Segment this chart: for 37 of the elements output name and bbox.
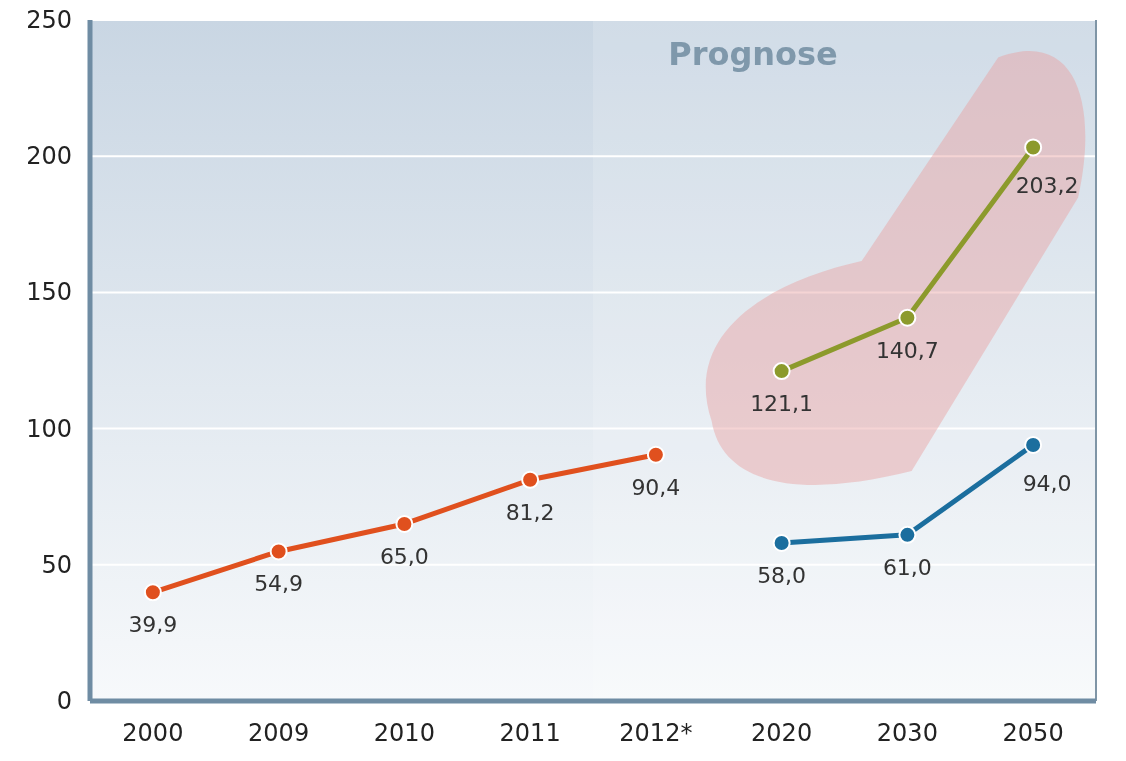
point	[772, 362, 791, 381]
y-tick-label: 100	[26, 414, 72, 443]
x-tick-label: 2010	[373, 719, 435, 747]
point	[143, 583, 162, 602]
x-tick-label: 2000	[122, 719, 184, 747]
y-tick-label: 200	[26, 142, 72, 171]
text: 65,0	[379, 543, 429, 569]
text: 140,7	[875, 337, 939, 363]
point	[1024, 138, 1043, 157]
text: 81,2	[505, 499, 555, 525]
x-tick-label: 2009	[248, 719, 310, 747]
text: 54,9	[254, 571, 304, 597]
point	[772, 534, 791, 553]
y-tick-label: 150	[26, 278, 72, 307]
point	[395, 514, 414, 533]
x-tick-label: 2030	[876, 719, 938, 747]
y-tick-label: 0	[56, 687, 72, 715]
text: 58,0	[757, 563, 807, 589]
point	[1024, 435, 1043, 454]
y-tick-label: 50	[41, 550, 72, 579]
text: 94,0	[1022, 470, 1072, 496]
text: 61,0	[882, 554, 932, 580]
text: 121,1	[750, 391, 814, 417]
x-tick-label: 2050	[1002, 719, 1064, 747]
point	[898, 308, 917, 327]
text: 90,4	[631, 474, 681, 500]
y-tick-label: 250	[26, 6, 72, 34]
point	[898, 525, 917, 544]
point	[646, 445, 665, 464]
x-tick-label: 2011	[499, 719, 561, 747]
band-label: Prognose	[668, 35, 838, 73]
point	[521, 470, 540, 489]
text: 203,2	[1015, 173, 1079, 199]
x-tick-label: 2020	[751, 719, 813, 747]
text: 39,9	[128, 612, 178, 638]
x-tick-label: 2012*	[619, 719, 693, 747]
point	[269, 542, 288, 561]
